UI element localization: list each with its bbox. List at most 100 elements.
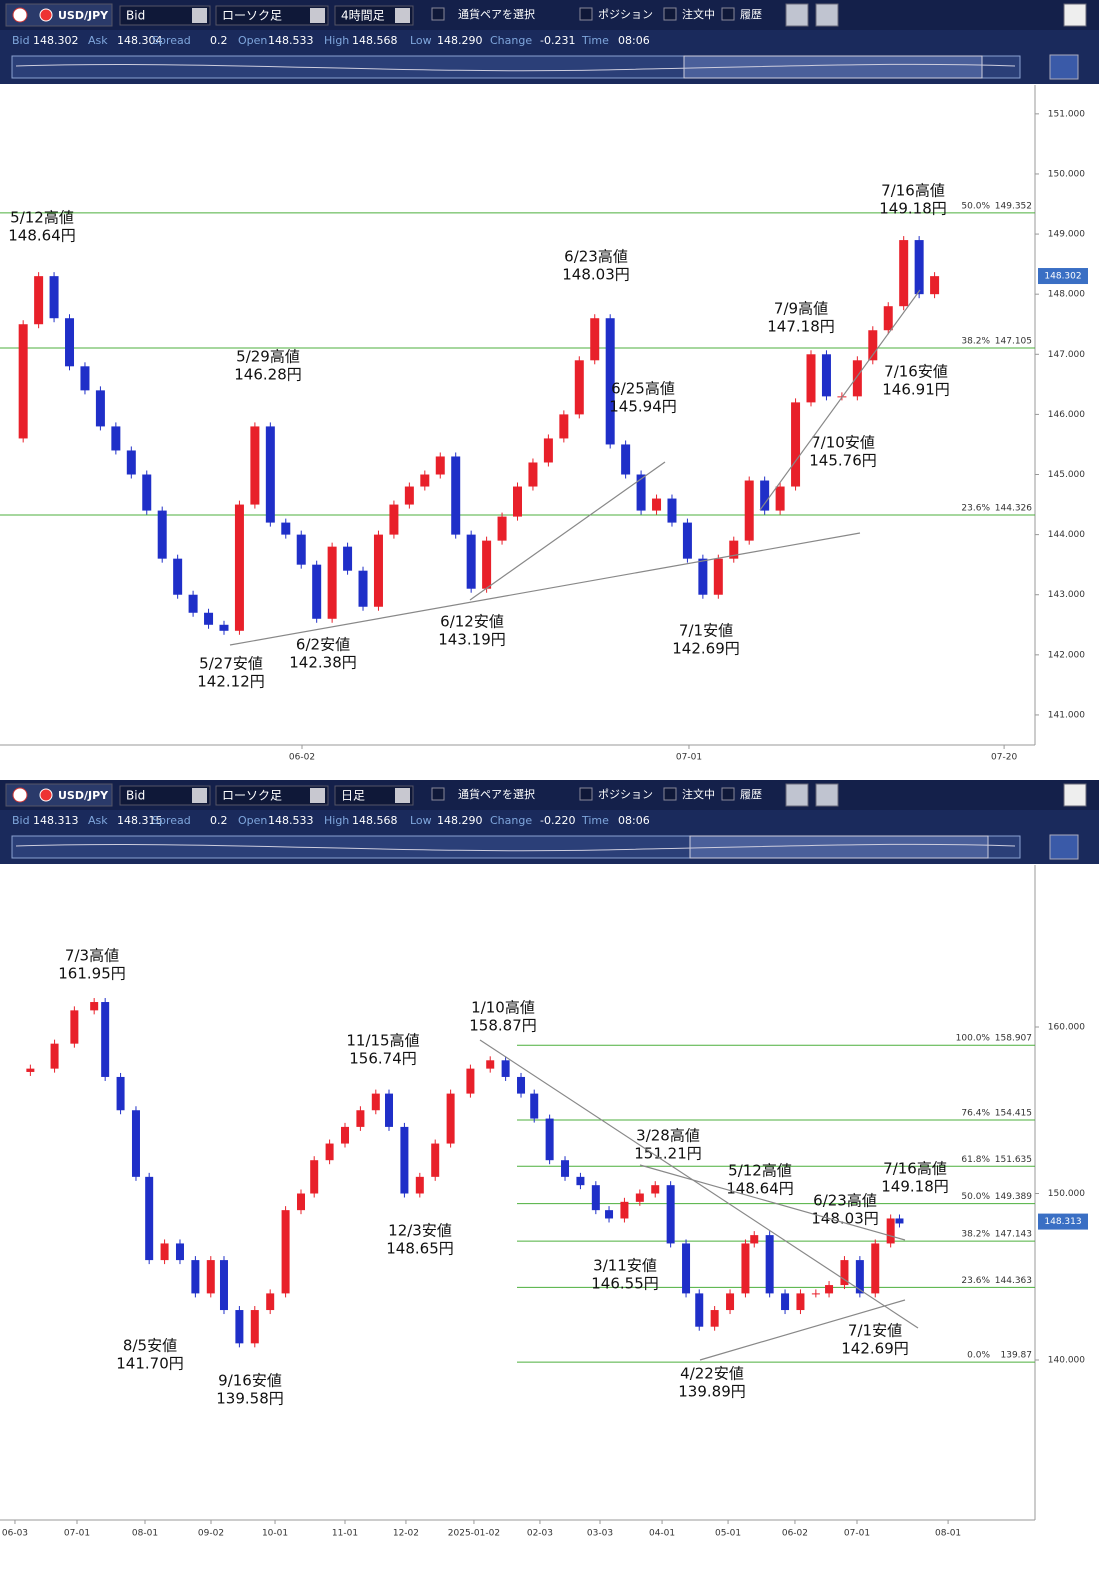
history: 履歴 xyxy=(740,788,762,801)
candle xyxy=(160,1243,169,1261)
chart-type-dropdown[interactable] xyxy=(215,5,329,26)
candle xyxy=(451,456,461,535)
price-type-dropdown[interactable] xyxy=(119,785,211,806)
timeframe-dropdown[interactable] xyxy=(334,785,414,806)
fib-value: 151.635 xyxy=(995,1155,1032,1165)
candle xyxy=(636,474,646,511)
candle xyxy=(621,444,631,475)
expand-button[interactable] xyxy=(1049,54,1079,80)
fib-percent: 0.0% xyxy=(967,1351,990,1361)
candle xyxy=(710,1310,719,1327)
flag-dot xyxy=(39,8,53,22)
candle xyxy=(175,1243,184,1261)
annotation-price: 146.28円 xyxy=(234,366,302,384)
x-tick-label: 03-03 xyxy=(587,1529,613,1539)
y-tick-label: 141.000 xyxy=(1048,710,1085,720)
x-tick-label: 11-01 xyxy=(332,1529,358,1539)
candle xyxy=(760,480,770,511)
candle xyxy=(682,1243,691,1294)
position-checkbox[interactable] xyxy=(579,7,593,21)
candle xyxy=(561,1160,570,1177)
fib-value: 149.352 xyxy=(995,201,1032,211)
pair-box[interactable] xyxy=(5,783,113,807)
annotation-title: 3/28高値 xyxy=(636,1127,700,1145)
orders-checkbox[interactable] xyxy=(663,7,677,21)
orders-checkbox[interactable] xyxy=(663,787,677,801)
window-button[interactable] xyxy=(1063,3,1087,27)
price-type-dropdown[interactable] xyxy=(119,5,211,26)
orders: 注文中 xyxy=(682,787,715,801)
info-value: 148.290 xyxy=(437,814,483,827)
candle xyxy=(545,1118,554,1161)
pair-box[interactable] xyxy=(5,3,113,27)
candle xyxy=(899,240,909,307)
candle xyxy=(750,1235,759,1244)
trend-line xyxy=(479,1039,919,1329)
fib-percent: 76.4% xyxy=(961,1108,990,1118)
info-label: Change xyxy=(490,34,532,47)
candle xyxy=(415,1176,424,1194)
info-label: High xyxy=(324,34,349,47)
candle xyxy=(206,1260,215,1294)
candle xyxy=(775,486,785,511)
y-tick-label: 144.000 xyxy=(1048,530,1085,540)
candle xyxy=(400,1126,409,1194)
annotation-title: 7/16安値 xyxy=(884,363,948,381)
x-tick-label: 06-02 xyxy=(782,1529,808,1539)
candle xyxy=(435,456,445,475)
history-checkbox[interactable] xyxy=(721,787,735,801)
trend-line xyxy=(229,532,861,646)
candle xyxy=(250,1310,259,1344)
info-label: Open xyxy=(238,34,267,47)
x-tick-label: 08-01 xyxy=(935,1529,961,1539)
tool-button[interactable] xyxy=(815,3,839,27)
fib-value: 139.87 xyxy=(1001,1351,1033,1361)
info-label: Low xyxy=(410,814,432,827)
timeframe-dropdown[interactable] xyxy=(334,5,414,26)
navigator-window[interactable] xyxy=(689,835,989,859)
candle xyxy=(667,498,677,523)
info-value: 148.568 xyxy=(352,34,398,47)
info-value: 148.313 xyxy=(33,814,79,827)
position: ポジション xyxy=(598,788,653,801)
candle xyxy=(234,504,244,631)
annotation-title: 6/12安値 xyxy=(440,613,504,631)
history-checkbox[interactable] xyxy=(721,7,735,21)
candle xyxy=(791,402,801,487)
info-label: Spread xyxy=(152,34,191,47)
annotation-title: 5/27安値 xyxy=(199,655,263,673)
candle xyxy=(666,1185,675,1244)
y-tick-label: 151.000 xyxy=(1048,109,1085,119)
y-tick-label: 148.000 xyxy=(1048,290,1085,300)
annotation-title: 4/22安値 xyxy=(680,1365,744,1383)
candle xyxy=(852,360,862,397)
current-price-box xyxy=(1038,1213,1088,1230)
pair-select-checkbox[interactable] xyxy=(431,7,445,21)
candle xyxy=(868,330,878,361)
x-tick-label: 09-02 xyxy=(198,1529,224,1539)
x-tick-label: 12-02 xyxy=(393,1529,419,1539)
pair-select: 通貨ペアを選択 xyxy=(458,787,535,801)
fib-percent: 100.0% xyxy=(956,1034,991,1044)
candle xyxy=(883,306,893,331)
navigator-line xyxy=(15,843,1016,852)
info-value: 148.304 xyxy=(117,34,163,47)
candle xyxy=(50,1043,59,1069)
annotation-title: 8/5安値 xyxy=(123,1337,177,1355)
tool-button[interactable] xyxy=(785,783,809,807)
position-checkbox[interactable] xyxy=(579,787,593,801)
annotation-price: 156.74円 xyxy=(349,1050,417,1068)
navigator-window[interactable] xyxy=(683,55,983,79)
pair-select-checkbox[interactable] xyxy=(431,787,445,801)
tool-button[interactable] xyxy=(785,3,809,27)
tool-button[interactable] xyxy=(815,783,839,807)
window-button[interactable] xyxy=(1063,783,1087,807)
pair: USD/JPY xyxy=(58,789,109,802)
chart-type-dropdown[interactable] xyxy=(215,785,329,806)
annotation-price: 161.95円 xyxy=(58,965,126,983)
candle xyxy=(620,1201,629,1219)
candle xyxy=(34,276,44,325)
expand-button[interactable] xyxy=(1049,834,1079,860)
candle xyxy=(528,462,538,487)
